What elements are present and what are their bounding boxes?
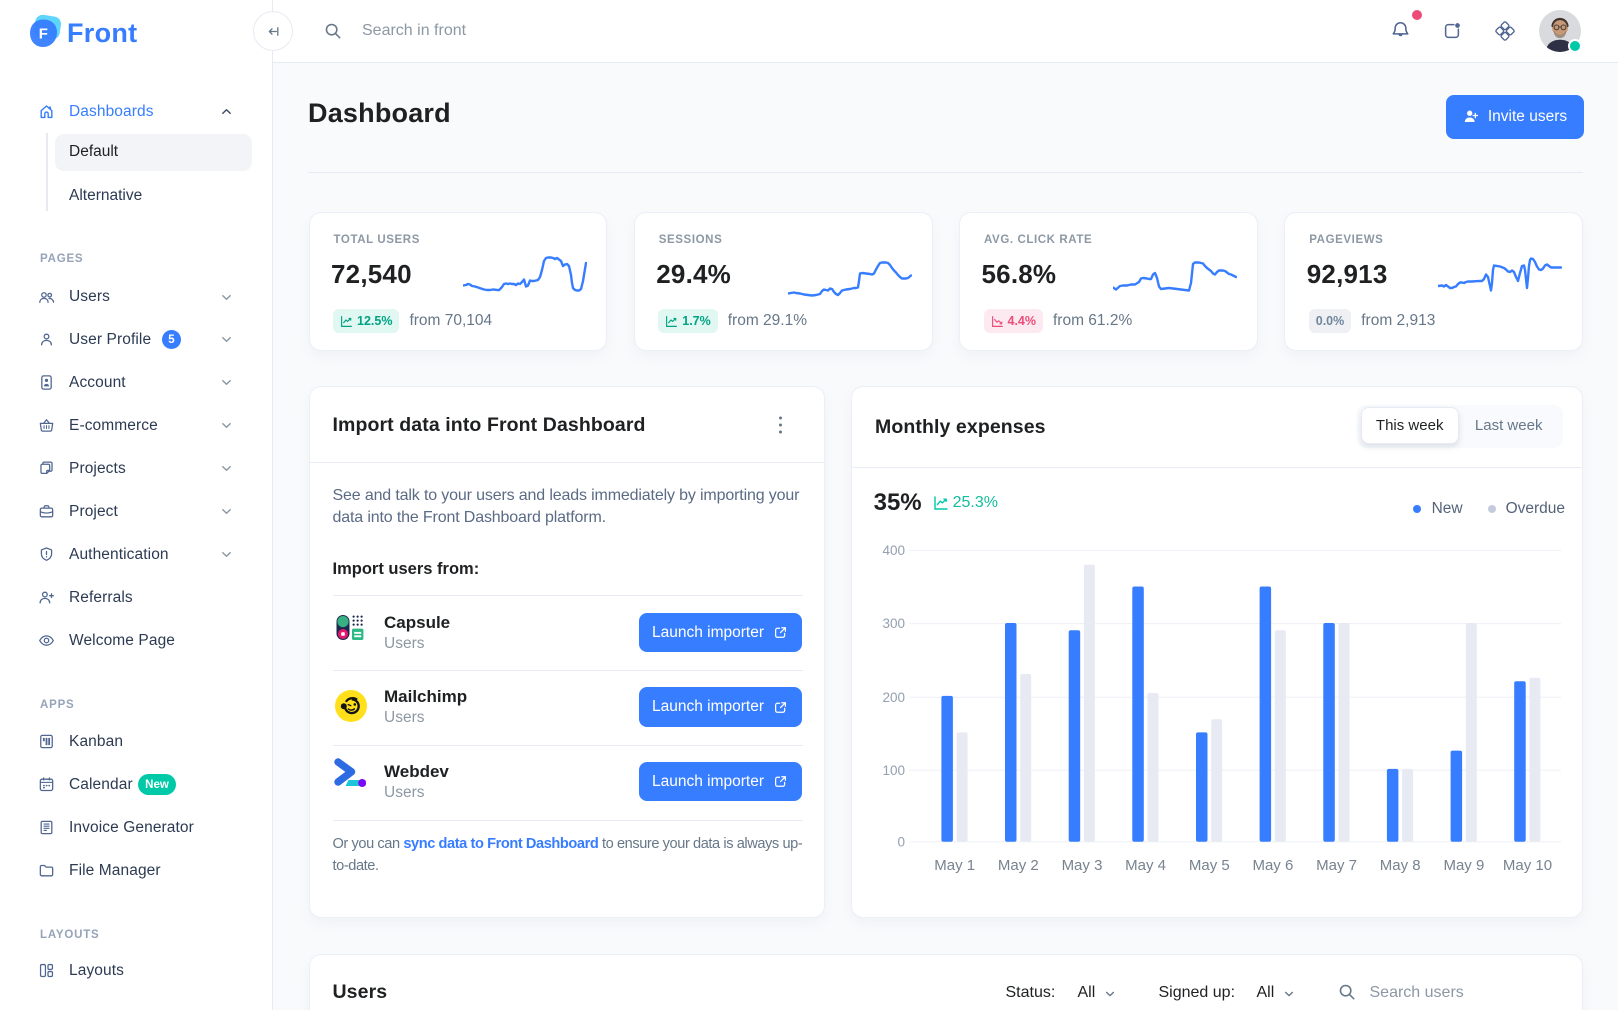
svg-text:May 7: May 7 xyxy=(1316,857,1357,874)
svg-text:May 5: May 5 xyxy=(1188,857,1229,874)
svg-text:May 10: May 10 xyxy=(1502,857,1551,874)
svg-text:200: 200 xyxy=(882,690,905,705)
svg-text:May 2: May 2 xyxy=(997,857,1038,874)
svg-text:400: 400 xyxy=(882,543,905,558)
svg-text:100: 100 xyxy=(882,763,905,778)
svg-text:May 1: May 1 xyxy=(934,857,975,874)
svg-text:May 6: May 6 xyxy=(1252,857,1293,874)
svg-text:300: 300 xyxy=(882,616,905,631)
svg-text:May 3: May 3 xyxy=(1061,857,1102,874)
svg-text:F: F xyxy=(39,26,48,43)
svg-text:May 4: May 4 xyxy=(1125,857,1166,874)
svg-text:0: 0 xyxy=(897,834,905,849)
svg-text:May 8: May 8 xyxy=(1379,857,1420,874)
svg-text:May 9: May 9 xyxy=(1443,857,1484,874)
